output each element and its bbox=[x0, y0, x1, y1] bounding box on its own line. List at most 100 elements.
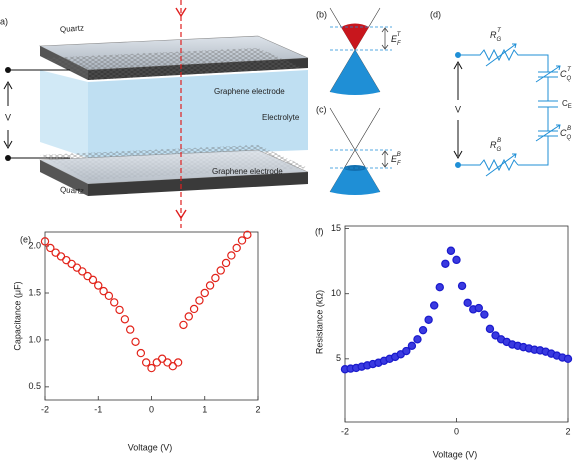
data-point bbox=[563, 354, 573, 364]
panel-label: (b) bbox=[316, 9, 327, 19]
chart: -2 -1 0 1 2 0.5 1.0 1.5 2.0(e) Voltage (V) Capacit… bbox=[12, 230, 261, 452]
subscript: G bbox=[497, 147, 502, 153]
data-point bbox=[463, 298, 472, 308]
panel-label: (d) bbox=[430, 9, 441, 19]
voltage-label: V bbox=[455, 104, 461, 114]
data-point bbox=[136, 348, 146, 358]
y-axis-label: Resistance (kΩ) bbox=[314, 290, 324, 354]
data-point bbox=[147, 363, 156, 373]
data-point bbox=[110, 298, 119, 307]
quartz-label: Quartz bbox=[60, 185, 85, 196]
data-point bbox=[227, 251, 236, 260]
data-point bbox=[430, 301, 439, 310]
subscript: Q bbox=[567, 76, 572, 82]
plot-frame bbox=[44, 231, 259, 401]
data-point bbox=[179, 320, 188, 330]
superscript: B bbox=[567, 126, 571, 132]
data-point bbox=[418, 325, 428, 335]
capacitor-label: CQB bbox=[560, 126, 572, 141]
x-tick-label: -2 bbox=[41, 404, 49, 414]
capacitors bbox=[518, 65, 561, 166]
data-point bbox=[141, 358, 151, 367]
resistor-bottom bbox=[458, 158, 519, 172]
symbol: R bbox=[490, 30, 497, 40]
data-point bbox=[195, 296, 204, 305]
data-point bbox=[125, 325, 135, 334]
superscript: B bbox=[497, 138, 501, 144]
subscript: G bbox=[497, 37, 502, 43]
data-point bbox=[189, 304, 199, 314]
data-point bbox=[221, 258, 231, 268]
plot-frame bbox=[344, 225, 569, 423]
symbol: R bbox=[490, 140, 497, 150]
energy-arrow bbox=[381, 27, 389, 50]
data-point bbox=[46, 243, 55, 253]
voltage-arrow bbox=[453, 60, 463, 160]
panel-label: a) bbox=[0, 16, 8, 26]
x-tick-label: 0 bbox=[149, 404, 154, 414]
data-point bbox=[184, 312, 193, 321]
electrode-label: Graphene electrode bbox=[212, 167, 283, 176]
y-axis-label: Capacitance (μF) bbox=[12, 281, 22, 350]
panel-label: (c) bbox=[316, 104, 327, 114]
y-tick-label: 15 bbox=[331, 223, 341, 233]
filled-states bbox=[341, 23, 369, 50]
data-point bbox=[120, 315, 130, 324]
symbol: E bbox=[391, 34, 398, 44]
y-tick-label: 2.0 bbox=[28, 240, 41, 250]
data-point bbox=[88, 275, 98, 285]
x-axis-label: Voltage (V) bbox=[433, 449, 478, 459]
data-point bbox=[200, 288, 209, 298]
data-point bbox=[99, 286, 108, 296]
quartz-bottom-front bbox=[88, 172, 308, 196]
symbol: C bbox=[560, 128, 567, 138]
data-point bbox=[474, 303, 483, 313]
band-diagram-top: (b) EFT bbox=[316, 7, 402, 95]
data-point bbox=[173, 358, 183, 367]
energy-label: EFB bbox=[391, 152, 401, 167]
x-tick-label: 2 bbox=[565, 426, 570, 436]
superscript: B bbox=[397, 152, 401, 158]
circuit: (d) V RGT CQT CE RGB CQB bbox=[430, 9, 572, 177]
quartz-label: Quartz bbox=[60, 23, 85, 34]
data-point bbox=[446, 246, 456, 255]
data-point bbox=[424, 315, 433, 324]
x-tick-label: -2 bbox=[341, 426, 349, 436]
capacitor-label: CE bbox=[562, 99, 572, 109]
capacitor-label: CQT bbox=[560, 67, 572, 82]
voltage-label: V bbox=[5, 112, 11, 122]
data-point bbox=[131, 337, 140, 347]
x-tick-label: 1 bbox=[202, 404, 207, 414]
data-point bbox=[485, 324, 495, 334]
data-point bbox=[491, 331, 500, 340]
chart: -2 0 2 5 10 15 (f) Voltage (V) Resistance (kΩ) bbox=[314, 223, 573, 459]
graphene-top bbox=[45, 48, 303, 80]
resistor-label: RGT bbox=[490, 28, 502, 43]
data-point bbox=[205, 281, 215, 290]
data-point bbox=[104, 291, 114, 301]
superscript: T bbox=[497, 28, 502, 34]
subscript: F bbox=[397, 161, 401, 167]
superscript: T bbox=[397, 32, 402, 38]
data-point bbox=[452, 255, 461, 265]
electrode-label: Graphene electrode bbox=[214, 87, 285, 96]
data-point bbox=[441, 259, 450, 268]
data-point bbox=[94, 281, 103, 290]
y-tick-label: 0.5 bbox=[28, 381, 41, 391]
data-point bbox=[402, 346, 411, 356]
valence-cone bbox=[330, 166, 380, 195]
data-point bbox=[78, 267, 87, 276]
energy-arrow bbox=[381, 150, 389, 168]
data-point bbox=[216, 266, 225, 275]
y-tick-label: 10 bbox=[331, 288, 341, 298]
electrolyte bbox=[88, 70, 308, 158]
subscript: F bbox=[397, 41, 401, 47]
data-point bbox=[115, 305, 124, 315]
subscript: E bbox=[568, 104, 572, 110]
symbol: E bbox=[391, 154, 398, 164]
x-tick-label: 0 bbox=[454, 426, 459, 436]
voltage-arrow bbox=[3, 80, 13, 150]
valence-cone bbox=[330, 50, 380, 95]
electrolyte-label: Electrolyte bbox=[262, 113, 300, 122]
